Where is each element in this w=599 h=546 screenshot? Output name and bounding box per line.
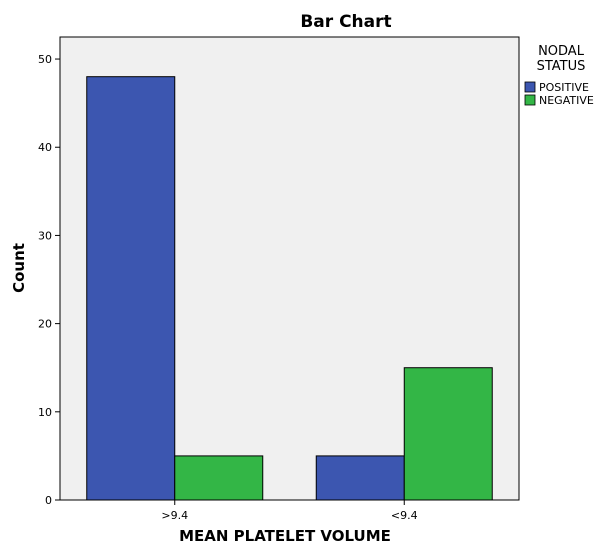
bars-group: [86, 76, 493, 501]
legend-title-line-1: NODAL: [538, 44, 585, 59]
legend-label-negative: NEGATIVE: [539, 94, 594, 107]
y-tick-label-1: 10: [38, 406, 52, 419]
x-axis-label: MEAN PLATELET VOLUME: [179, 527, 391, 545]
legend-swatch-positive: [524, 81, 536, 93]
y-tick-label-0: 0: [45, 494, 52, 507]
y-tick-label-5: 50: [38, 53, 52, 66]
legend-swatch-negative: [524, 94, 536, 106]
x-tick-label-1: <9.4: [391, 509, 418, 522]
chart-title: Bar Chart: [300, 12, 391, 32]
legend-title-line-2: STATUS: [537, 59, 586, 74]
x-tick-label-0: >9.4: [161, 509, 188, 522]
y-axis: 0 10 20 30 40 50: [38, 53, 60, 507]
x-axis: >9.4 <9.4: [161, 500, 418, 522]
y-tick-label-3: 30: [38, 229, 52, 242]
y-axis-label: Count: [10, 243, 28, 293]
bar-positive-1: [315, 455, 405, 501]
bar-positive-0: [86, 76, 176, 501]
bar-negative-0: [174, 455, 264, 501]
legend-label-positive: POSITIVE: [539, 81, 589, 94]
y-tick-label-4: 40: [38, 141, 52, 154]
bar-negative-1: [403, 367, 493, 501]
y-tick-label-2: 20: [38, 318, 52, 331]
